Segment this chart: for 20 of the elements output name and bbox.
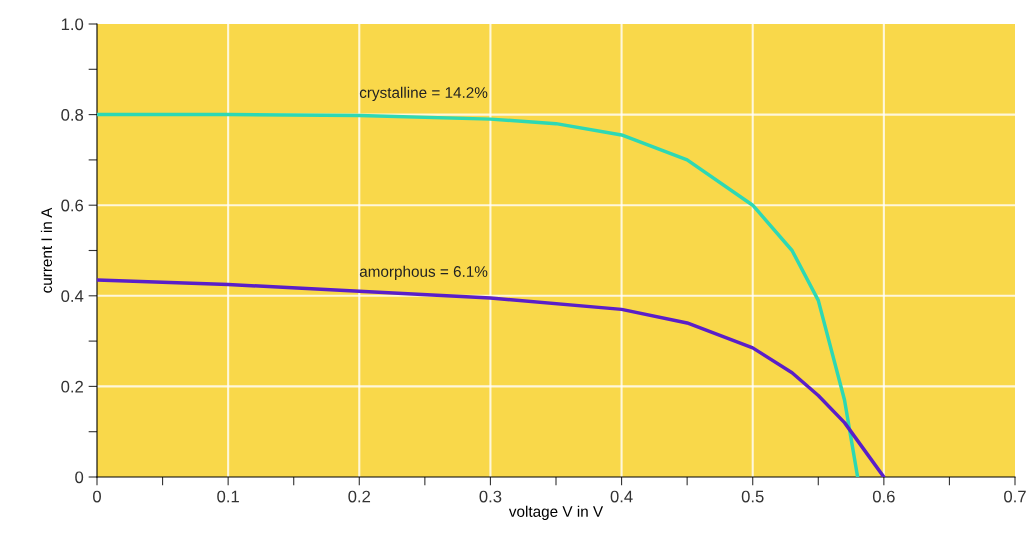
series-label: amorphous = 6.1%	[359, 265, 488, 280]
x-tick-label: 0	[93, 490, 101, 503]
y-tick-label: 0.2	[61, 380, 83, 393]
x-tick-label: 0.1	[217, 490, 239, 503]
line-series	[97, 112, 860, 477]
y-tick-label: 0.8	[61, 109, 84, 121]
y-tick-label: 0.6	[61, 199, 84, 212]
x-tick-label: 0.6	[872, 490, 895, 503]
x-tick-label: 0.3	[479, 490, 502, 503]
y-tick-label: 0	[75, 471, 84, 484]
x-tick-label: 0.2	[348, 490, 371, 503]
x-tick-label: 0.4	[610, 490, 633, 503]
y-tick-label: 1.0	[61, 18, 84, 31]
y-axis-title: current I in A	[40, 207, 53, 293]
series-label: crystalline = 14.2%	[359, 86, 488, 102]
line-series	[97, 278, 886, 477]
x-tick-label: 0.7	[1004, 490, 1026, 503]
x-axis-title: voltage V in V	[508, 505, 604, 520]
x-tick-label: 0.5	[741, 490, 764, 503]
y-tick-label: 0.4	[61, 290, 84, 302]
